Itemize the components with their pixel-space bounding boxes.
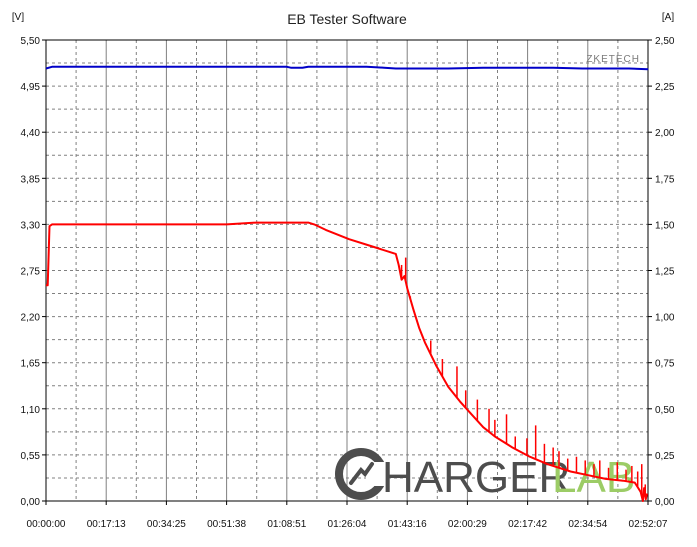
right-tick-label: 2,00: [655, 128, 675, 139]
right-tick-label: 1,50: [655, 220, 675, 231]
right-tick-label: 0,50: [655, 405, 675, 416]
left-tick-label: 3,30: [21, 220, 41, 231]
right-axis-unit: [A]: [662, 12, 674, 23]
series-layer: [45, 65, 649, 502]
right-tick-label: 2,25: [655, 82, 675, 93]
x-tick-label: 01:26:04: [328, 519, 367, 530]
chart-title: EB Tester Software: [287, 11, 407, 27]
right-tick-label: 2,50: [655, 36, 675, 47]
x-tick-label: 00:51:38: [207, 519, 246, 530]
left-tick-label: 5,50: [21, 36, 41, 47]
zketech-watermark: ZKETECH: [586, 54, 640, 65]
left-tick-label: 0,55: [21, 451, 41, 462]
left-tick-label: 0,00: [21, 497, 41, 508]
left-tick-label: 3,85: [21, 174, 41, 185]
right-tick-label: 1,25: [655, 267, 675, 278]
x-tick-label: 02:00:29: [448, 519, 487, 530]
logo-c-mark: [335, 448, 387, 500]
right-tick-label: 0,00: [655, 497, 675, 508]
right-tick-label: 0,25: [655, 451, 675, 462]
x-tick-label: 00:00:00: [27, 519, 66, 530]
left-tick-label: 4,40: [21, 128, 41, 139]
left-axis: 0,00 0,55 1,10 1,65 2,20 2,75 3,30 3,85 4,40 4,95…: [21, 36, 46, 508]
x-tick-label: 02:34:54: [568, 519, 607, 530]
x-tick-label: 02:17:42: [508, 519, 547, 530]
left-tick-label: 2,20: [21, 313, 41, 324]
x-axis: 00:00:00 00:17:13 00:34:25 00:51:38 01:08:51…: [27, 501, 668, 530]
x-tick-label: 01:08:51: [267, 519, 306, 530]
right-axis: 0,00 0,25 0,50 0,75 1,00 1,25 1,50 1,75 2,00 2,25…: [648, 36, 675, 508]
x-tick-label: 00:34:25: [147, 519, 186, 530]
right-tick-label: 0,75: [655, 359, 675, 370]
grid: [46, 40, 648, 501]
right-tick-label: 1,75: [655, 174, 675, 185]
x-tick-label: 02:52:07: [629, 519, 668, 530]
logo-text-main: HARGER: [382, 453, 570, 502]
left-tick-label: 1,10: [21, 405, 41, 416]
chargerlab-logo: HARGER LAB: [335, 448, 635, 502]
right-tick-label: 1,00: [655, 313, 675, 324]
left-axis-unit: [V]: [12, 12, 24, 23]
left-tick-label: 2,75: [21, 267, 41, 278]
x-tick-label: 01:43:16: [388, 519, 427, 530]
left-tick-label: 4,95: [21, 82, 41, 93]
left-tick-label: 1,65: [21, 359, 41, 370]
current-series-line: [46, 221, 648, 502]
voltage-series-line: [45, 65, 649, 71]
x-tick-label: 00:17:13: [87, 519, 126, 530]
logo-text-accent: LAB: [552, 453, 635, 502]
